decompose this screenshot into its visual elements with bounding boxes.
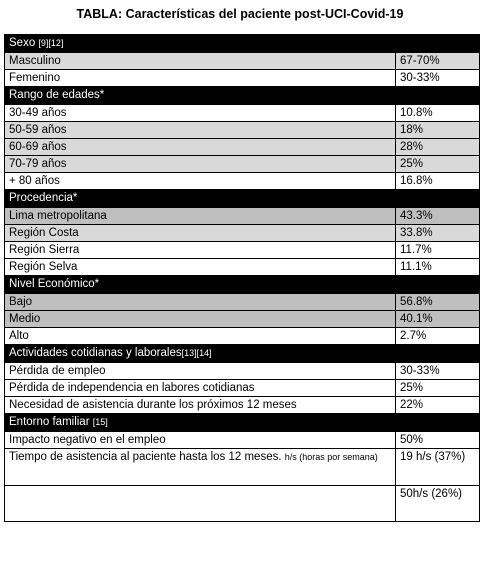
section-header-edades: Rango de edades* — [3, 86, 480, 105]
table-row: 30-49 años 10.8% — [4, 104, 480, 122]
section-header-actividades: Actividades cotidianas y laborales[13][1… — [3, 344, 480, 363]
row-label: Masculino — [4, 52, 396, 70]
section-header-procedencia: Procedencia* — [3, 189, 480, 208]
row-value: 16.8% — [394, 172, 480, 190]
table-row: 60-69 años 28% — [4, 138, 480, 156]
row-value: 11.7% — [394, 241, 480, 259]
row-label: 50-59 años — [4, 121, 396, 139]
table-row: Pérdida de independencia en labores coti… — [4, 379, 480, 397]
table-row: Masculino 67-70% — [4, 52, 480, 70]
row-value: 18% — [394, 121, 480, 139]
row-label: Femenino — [4, 69, 396, 87]
row-label: Bajo — [4, 293, 396, 311]
row-value: 22% — [394, 396, 480, 414]
table-row: Impacto negativo en el empleo 50% — [4, 431, 480, 449]
table-row: Tiempo de asistencia al paciente hasta l… — [4, 448, 480, 486]
row-label: Región Sierra — [4, 241, 396, 259]
section-header-sexo: Sexo [9][12] — [3, 34, 480, 53]
section-header-nivel: Nivel Económico* — [3, 275, 480, 294]
row-label: Región Selva — [4, 258, 396, 276]
row-label: Lima metropolitana — [4, 207, 396, 225]
row-value: 67-70% — [394, 52, 480, 70]
row-value: 11.1% — [394, 258, 480, 276]
reference: [9][12] — [38, 38, 64, 48]
row-value: 30-33% — [394, 69, 480, 87]
row-label: 30-49 años — [4, 104, 396, 122]
row-label: Necesidad de asistencia durante los próx… — [4, 396, 396, 414]
table-row: 50h/s (26%) — [4, 485, 480, 522]
row-label: Tiempo de asistencia al paciente hasta l… — [4, 448, 396, 486]
reference: [13][14] — [181, 348, 212, 358]
table-row: Región Sierra 11.7% — [4, 241, 480, 259]
row-value: 30-33% — [394, 362, 480, 380]
row-label-text: Tiempo de asistencia al paciente hasta l… — [9, 451, 282, 463]
row-value: 40.1% — [394, 310, 480, 328]
row-label: Pérdida de empleo — [4, 362, 396, 380]
row-value: 56.8% — [394, 293, 480, 311]
patient-characteristics-table: Sexo [9][12] Masculino 67-70% Femenino 3… — [3, 34, 480, 522]
row-label: 60-69 años — [4, 138, 396, 156]
table-row: Lima metropolitana 43.3% — [4, 207, 480, 225]
row-label: 70-79 años — [4, 155, 396, 173]
table-row: Región Selva 11.1% — [4, 258, 480, 276]
table-row: Bajo 56.8% — [4, 293, 480, 311]
table-row: + 80 años 16.8% — [4, 172, 480, 190]
table-row: Alto 2.7% — [4, 327, 480, 345]
row-value: 33.8% — [394, 224, 480, 242]
section-label: Procedencia* — [3, 189, 480, 208]
table-row: 50-59 años 18% — [4, 121, 480, 139]
table-row: Femenino 30-33% — [4, 69, 480, 87]
empty-cell — [4, 485, 396, 522]
table-title: TABLA: Características del paciente post… — [76, 7, 404, 21]
table-row: Región Costa 33.8% — [4, 224, 480, 242]
section-label: Actividades cotidianas y laborales — [9, 347, 182, 359]
row-label: + 80 años — [4, 172, 396, 190]
row-note: h/s (horas por semana) — [284, 452, 378, 462]
row-value: 25% — [394, 379, 480, 397]
row-label: Medio — [4, 310, 396, 328]
row-value: 50h/s (26%) — [394, 485, 480, 522]
table-row: 70-79 años 25% — [4, 155, 480, 173]
row-value: 28% — [394, 138, 480, 156]
section-label: Rango de edades* — [3, 86, 480, 105]
table-row: Pérdida de empleo 30-33% — [4, 362, 480, 380]
row-label: Región Costa — [4, 224, 396, 242]
row-value: 25% — [394, 155, 480, 173]
row-value: 10.8% — [394, 104, 480, 122]
row-label: Pérdida de independencia en labores coti… — [4, 379, 396, 397]
row-label: Impacto negativo en el empleo — [4, 431, 396, 449]
row-value: 2.7% — [394, 327, 480, 345]
section-header-entorno: Entorno familiar [15] — [3, 413, 480, 432]
reference: [15] — [92, 417, 108, 427]
row-value: 19 h/s (37%) — [394, 448, 480, 486]
section-label: Entorno familiar — [9, 416, 90, 428]
section-label: Sexo — [9, 37, 36, 49]
row-value: 50% — [394, 431, 480, 449]
table-row: Medio 40.1% — [4, 310, 480, 328]
section-label: Nivel Económico* — [3, 275, 480, 294]
table-row: Necesidad de asistencia durante los próx… — [4, 396, 480, 414]
row-label: Alto — [4, 327, 396, 345]
row-value: 43.3% — [394, 207, 480, 225]
